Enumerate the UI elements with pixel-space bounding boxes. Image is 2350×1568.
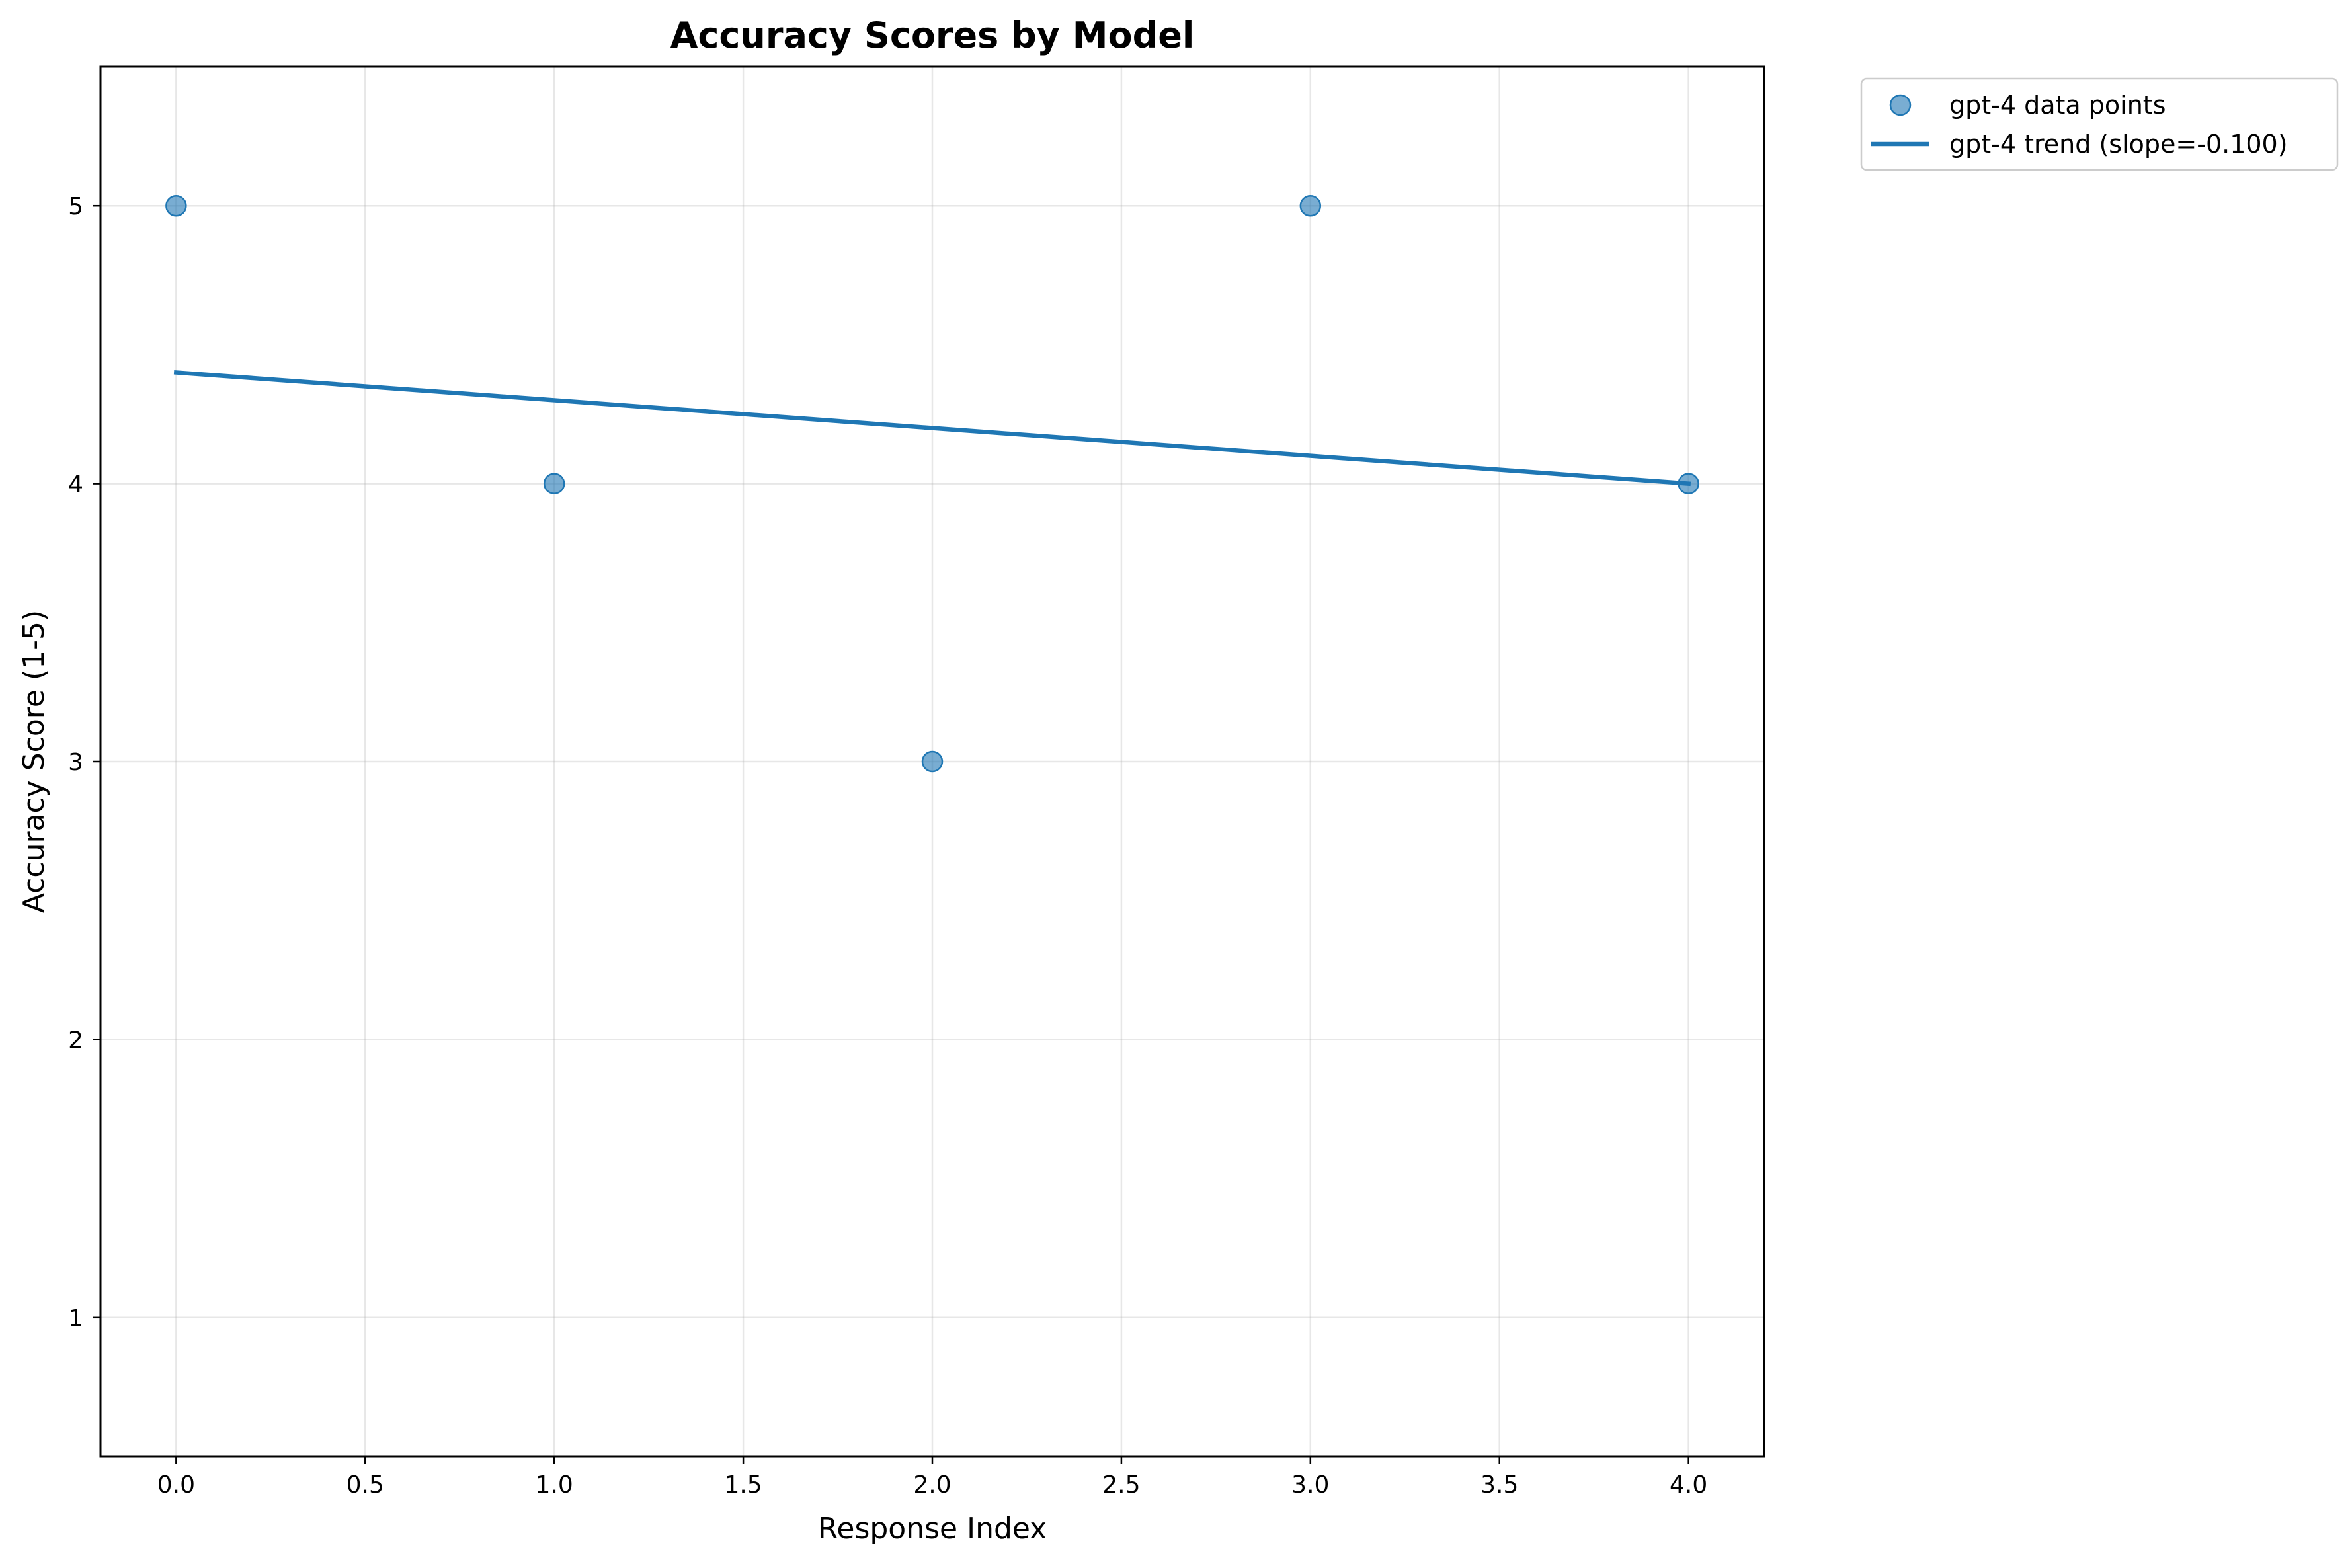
x-tick-label: 2.5: [1102, 1471, 1140, 1499]
points-layer: [165, 194, 1699, 773]
data-point: [921, 750, 944, 773]
y-axis-label: Accuracy Score (1-5): [17, 610, 51, 913]
legend-entry-trend: gpt-4 trend (slope=-0.100): [1949, 130, 2288, 159]
trend-line: [173, 370, 1691, 487]
trend-layer: [173, 370, 1691, 487]
y-tick-label: 2: [68, 1027, 83, 1054]
y-tick-label: 3: [68, 749, 83, 776]
x-tick-label: 2.0: [913, 1471, 951, 1499]
y-axis: 1 2 3 4 5: [68, 193, 101, 1332]
x-tick-label: 3.0: [1291, 1471, 1329, 1499]
x-tick-label: 1.0: [536, 1471, 573, 1499]
x-axis-label: Response Index: [818, 1512, 1047, 1546]
legend-entry-data-points: gpt-4 data points: [1949, 91, 2166, 120]
x-tick-label: 1.5: [724, 1471, 762, 1499]
x-tick-label: 0.5: [346, 1471, 384, 1499]
y-tick-label: 4: [68, 471, 83, 498]
legend: gpt-4 data points gpt-4 trend (slope=-0.…: [1860, 77, 2339, 171]
data-point: [543, 473, 565, 494]
x-tick-label: 0.0: [157, 1471, 195, 1499]
data-point: [1299, 194, 1322, 217]
chart-title: Accuracy Scores by Model: [670, 15, 1195, 56]
x-tick-label: 3.5: [1480, 1471, 1518, 1499]
data-point: [1678, 473, 1699, 494]
x-axis: 0.0 0.5 1.0 1.5 2.0 2.5 3.0 3.5 4.0: [157, 1456, 1707, 1499]
x-tick-label: 4.0: [1670, 1471, 1707, 1499]
legend-box: [1860, 77, 2339, 171]
y-tick-label: 5: [68, 193, 83, 220]
data-point: [165, 194, 187, 217]
legend-scatter-marker: [1889, 94, 1912, 116]
y-tick-label: 1: [68, 1305, 83, 1332]
